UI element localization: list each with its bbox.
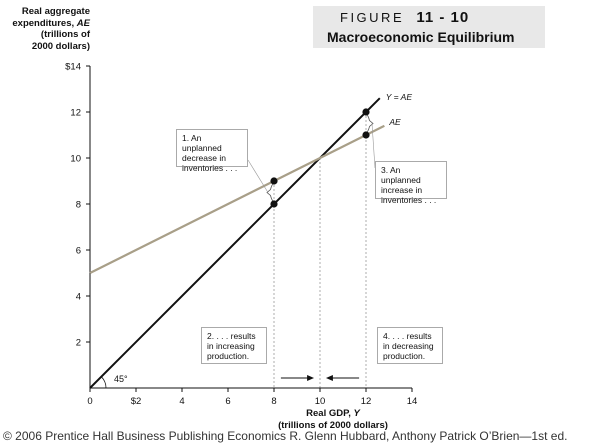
x-tick-label: $2 bbox=[131, 396, 142, 407]
data-point bbox=[270, 177, 278, 185]
gap-bracket-right bbox=[365, 113, 374, 134]
figure-label: FIGURE bbox=[340, 10, 405, 25]
y-axis-title-line: (trillions of bbox=[40, 29, 90, 40]
callout-unplanned-decrease: 1. An unplanned decrease in inventories … bbox=[176, 129, 248, 173]
footer-copyright: © 2006 Prentice Hall Business Publishing… bbox=[3, 429, 568, 443]
y-tick-label: 10 bbox=[70, 154, 81, 165]
data-point bbox=[362, 108, 370, 116]
x-tick-label: 6 bbox=[225, 396, 230, 407]
series-label-ae: AE bbox=[388, 117, 401, 127]
data-point bbox=[362, 131, 370, 139]
line-ae bbox=[89, 124, 385, 274]
figure-number: 11 - 10 bbox=[416, 9, 470, 26]
y-tick-label: 4 bbox=[76, 292, 81, 303]
x-axis-title-line: (trillions of 2000 dollars) bbox=[278, 419, 388, 431]
y-tick-label: $14 bbox=[65, 62, 81, 73]
x-axis-title: Real GDP, Y (trillions of 2000 dollars) bbox=[258, 408, 408, 431]
y-tick-label: 12 bbox=[70, 108, 81, 119]
callout-increasing-production: 2. . . . results in increasing productio… bbox=[201, 327, 267, 364]
x-tick-label: 12 bbox=[361, 396, 372, 407]
x-tick-label: 0 bbox=[87, 396, 92, 407]
data-point bbox=[270, 200, 278, 208]
angle-label: 45° bbox=[114, 374, 128, 384]
callout-decreasing-production: 4. . . . results in decreasing productio… bbox=[377, 327, 443, 364]
x-axis-title-line: Real GDP, Y bbox=[306, 408, 360, 419]
figure-subtitle: Macroeconomic Equilibrium bbox=[327, 29, 515, 45]
figure-header-box bbox=[313, 6, 545, 48]
x-tick-label: 10 bbox=[315, 396, 326, 407]
y-axis-title-line: expenditures, AE bbox=[12, 17, 90, 29]
callout-unplanned-increase: 3. An unplanned increase in inventories … bbox=[375, 161, 447, 205]
y-axis-title-line: Real aggregate bbox=[21, 6, 90, 17]
y-tick-label: 8 bbox=[76, 200, 81, 211]
x-tick-label: 14 bbox=[407, 396, 418, 407]
figure-title: FIGURE 11 - 10 bbox=[340, 9, 469, 26]
callout-leader bbox=[247, 159, 269, 193]
gap-bracket-left bbox=[266, 182, 275, 203]
y-axis-title: Real aggregate expenditures, AE (trillio… bbox=[4, 6, 90, 52]
y-axis-title-line: 2000 dollars) bbox=[31, 40, 90, 52]
y-tick-label: 2 bbox=[76, 338, 81, 349]
line-y-equals-ae bbox=[89, 97, 381, 389]
angle-arc bbox=[101, 376, 107, 389]
y-tick-label: 6 bbox=[76, 246, 81, 257]
callout-leader bbox=[371, 123, 376, 169]
series-label-y-equals-ae: Y = AE bbox=[386, 92, 413, 102]
x-tick-label: 4 bbox=[179, 396, 184, 407]
x-tick-label: 8 bbox=[271, 396, 276, 407]
